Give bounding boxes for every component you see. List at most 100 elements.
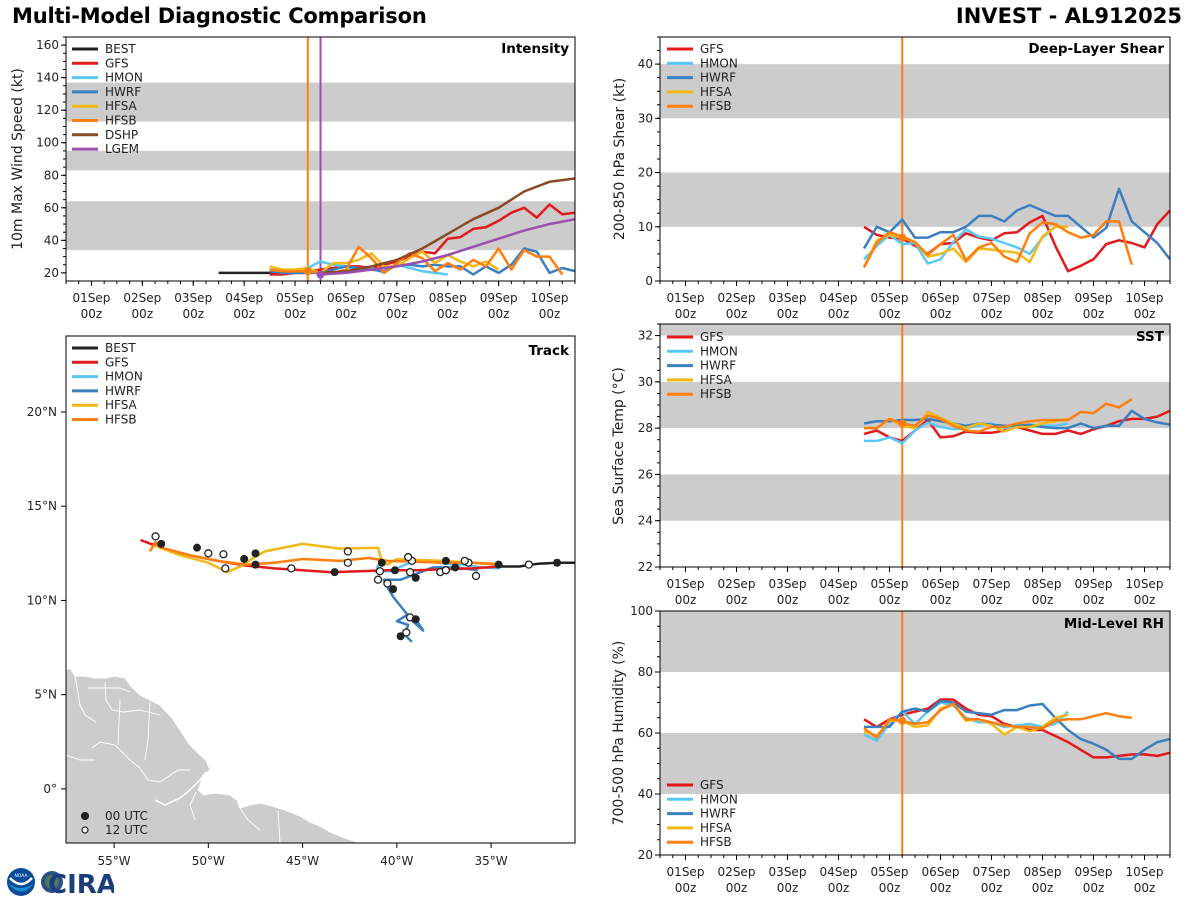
sst-xtick-label: 07Sep	[973, 577, 1011, 591]
rh-xtick-hour: 00z	[930, 881, 952, 895]
sst-legend-label-hwrf: HWRF	[700, 359, 736, 373]
track-point-12utc	[343, 558, 352, 567]
shear-xtick-hour: 00z	[1032, 307, 1054, 321]
shear-legend-label-hfsa: HFSA	[700, 85, 733, 99]
shear-ytick-label: 0	[645, 274, 653, 288]
shear-ytick-label: 10	[638, 220, 653, 234]
intensity-ytick-label: 140	[36, 71, 59, 85]
track-axes: 55°W 50°W 45°W 40°W 35°W 0° 5°N 10°N 15°N 20°N	[27, 405, 508, 868]
intensity-ytick-label: 40	[44, 233, 59, 247]
sst-xtick-label: 02Sep	[718, 577, 756, 591]
sst-xtick-hour: 00z	[1134, 593, 1156, 607]
track-point-12utc	[441, 566, 451, 575]
rh-ytick-label: 40	[638, 787, 653, 801]
track-ytick-label: 5°N	[34, 688, 57, 702]
track-panel-title: Track	[529, 343, 570, 359]
intensity-xtick-label: 04Sep	[225, 291, 263, 305]
track-point-12utc	[343, 547, 352, 556]
rh-xtick-label: 03Sep	[769, 865, 807, 879]
sst-xtick-label: 05Sep	[871, 577, 909, 591]
shear-legend-label-gfs: GFS	[700, 42, 724, 56]
rh-series-group	[863, 611, 1170, 855]
intensity-xtick-label: 02Sep	[123, 291, 161, 305]
sst-legend-label-gfs: GFS	[700, 330, 724, 344]
track-point-00utc	[389, 585, 398, 594]
track-point-12utc	[402, 628, 411, 637]
sst-ytick-label: 24	[638, 514, 653, 528]
sst-xtick-hour: 00z	[828, 593, 850, 607]
track-point-12utc	[219, 550, 228, 559]
noaa-cira-logo: NOAA CIRA	[4, 866, 117, 900]
rh-init-marker-hfsb	[898, 716, 907, 725]
track-ytick-label: 0°	[43, 782, 57, 796]
track-markers	[151, 532, 562, 641]
sst-panel: 22 24 26 28 30 32 01Sep 00z 02Sep 00z 03Sep 00z 04Se…	[611, 323, 1171, 607]
intensity-legend-label-gfs: GFS	[105, 56, 129, 70]
sst-series-group	[863, 324, 1170, 567]
sst-xtick-label: 06Sep	[922, 577, 960, 591]
track-point-00utc	[193, 543, 202, 552]
track-point-12utc	[460, 556, 469, 566]
rh-xtick-hour: 00z	[777, 881, 799, 895]
intensity-legend-label-hfsb: HFSB	[105, 114, 137, 128]
track-point-00utc	[251, 560, 260, 569]
shear-y-axis-label: 200-850 hPa Shear (kt)	[612, 78, 628, 240]
intensity-xtick-hour: 00z	[335, 307, 357, 321]
track-legend-label-hfsb: HFSB	[105, 413, 137, 427]
sst-xtick-hour: 00z	[1083, 593, 1105, 607]
track-legend-label-hwrf: HWRF	[105, 384, 141, 398]
shear-line-hmon	[863, 225, 1068, 265]
track-point-12utc	[383, 579, 392, 588]
rh-xtick-hour: 00z	[879, 881, 901, 895]
track-legend-label-gfs: GFS	[105, 355, 129, 369]
cira-logo-icon: CIRA	[41, 870, 117, 900]
sst-threshold-band	[660, 474, 1170, 521]
intensity-xtick-label: 03Sep	[174, 291, 212, 305]
intensity-xtick-hour: 00z	[132, 307, 154, 321]
rh-panel-title: Mid-Level RH	[1064, 616, 1164, 632]
sst-panel-title: SST	[1136, 329, 1165, 345]
track-point-12utc	[405, 568, 415, 577]
track-point-00utc	[330, 568, 339, 577]
intensity-xtick-hour: 00z	[488, 307, 510, 321]
sst-xtick-hour: 00z	[930, 593, 952, 607]
sst-ytick-label: 22	[638, 560, 653, 574]
shear-xtick-hour: 00z	[1083, 307, 1105, 321]
sst-line-hfsb	[864, 398, 1133, 433]
intensity-legend-label-hwrf: HWRF	[105, 85, 141, 99]
track-xtick-label: 50°W	[192, 854, 225, 868]
sst-xtick-hour: 00z	[726, 593, 748, 607]
track-frame	[65, 335, 576, 844]
intensity-legend-label-best: BEST	[105, 42, 136, 56]
shear-xtick-hour: 00z	[726, 307, 748, 321]
intensity-xtick-hour: 00z	[539, 307, 561, 321]
shear-line-hfsa	[862, 225, 1068, 268]
south-america-land	[66, 667, 361, 843]
shear-xtick-label: 07Sep	[973, 291, 1011, 305]
rh-xtick-hour: 00z	[1032, 881, 1054, 895]
sst-ytick-label: 30	[638, 375, 653, 389]
track-point-00utc	[390, 566, 399, 575]
rh-xtick-label: 10Sep	[1126, 865, 1164, 879]
rh-line-hwrf	[864, 699, 1170, 761]
sst-legend-label-hmon: HMON	[700, 344, 738, 358]
shear-xtick-hour: 00z	[930, 307, 952, 321]
track-point-12utc	[375, 567, 385, 576]
shear-threshold-band	[660, 64, 1170, 119]
rh-ytick-label: 100	[630, 604, 653, 618]
track-point-00utc	[157, 539, 166, 548]
sst-line-hfsa	[864, 410, 1069, 433]
track-panel: 55°W 50°W 45°W 40°W 35°W 0° 5°N 10°N 15°N 20°N Tr…	[27, 335, 576, 868]
shear-xtick-label: 01Sep	[667, 291, 705, 305]
intensity-xtick-hour: 00z	[284, 307, 306, 321]
intensity-ytick-label: 120	[36, 103, 59, 117]
rh-xtick-label: 07Sep	[973, 865, 1011, 879]
track-point-00utc	[411, 573, 420, 582]
shear-legend-label-hwrf: HWRF	[700, 71, 736, 85]
intensity-xtick-label: 08Sep	[429, 291, 467, 305]
country-borders	[66, 675, 281, 843]
sst-xtick-hour: 00z	[777, 593, 799, 607]
